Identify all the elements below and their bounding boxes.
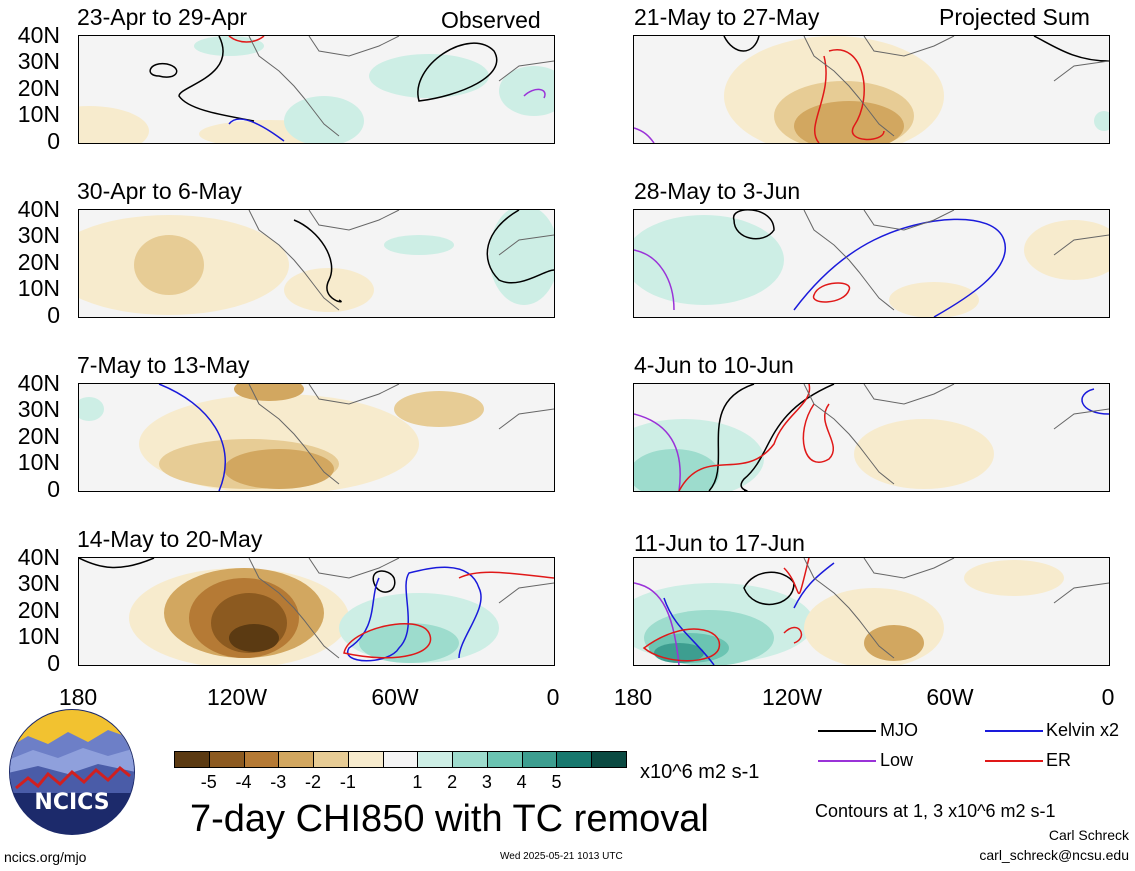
colorbar-swatch bbox=[556, 751, 593, 768]
ncics-logo: NCICS bbox=[8, 708, 136, 836]
legend-line-er bbox=[985, 760, 1043, 762]
map-field bbox=[634, 558, 1109, 665]
panel-label-observed: Observed bbox=[441, 7, 541, 33]
x-tick: 0 bbox=[1101, 684, 1115, 710]
y-tick: 20N bbox=[17, 249, 60, 275]
map-panel-5 bbox=[633, 35, 1110, 144]
map-panel-7 bbox=[633, 383, 1110, 492]
y-tick: 30N bbox=[17, 396, 60, 422]
map-field bbox=[79, 210, 554, 315]
panel-title: 21-May to 27-May bbox=[634, 4, 820, 30]
panel-title: 23-Apr to 29-Apr bbox=[77, 4, 248, 30]
colorbar-label: 5 bbox=[551, 772, 562, 792]
author: Carl Schreck bbox=[1048, 827, 1129, 843]
y-tick: 40N bbox=[17, 370, 60, 396]
y-tick: 0 bbox=[47, 302, 60, 328]
map-field bbox=[79, 36, 554, 143]
y-tick: 30N bbox=[17, 48, 60, 74]
legend-line-low bbox=[818, 760, 876, 762]
colorbar-swatch bbox=[452, 751, 488, 768]
x-tick: 60W bbox=[371, 684, 419, 710]
y-tick: 10N bbox=[17, 623, 60, 649]
y-tick: 20N bbox=[17, 423, 60, 449]
legend-label: MJO bbox=[880, 720, 918, 740]
y-tick: 30N bbox=[17, 222, 60, 248]
colorbar-units: x10^6 m2 s-1 bbox=[640, 761, 760, 783]
colorbar-swatch bbox=[591, 751, 627, 768]
legend-line-mjo bbox=[818, 730, 876, 732]
x-tick: 180 bbox=[613, 684, 653, 710]
x-tick: 120W bbox=[206, 684, 268, 710]
legend-label: ER bbox=[1046, 750, 1072, 770]
colorbar-label: -4 bbox=[235, 772, 252, 792]
colorbar-label: 4 bbox=[516, 772, 527, 792]
colorbar-label: -2 bbox=[305, 772, 322, 792]
colorbar-label: -5 bbox=[200, 772, 217, 792]
email: carl_schreck@ncsu.edu bbox=[979, 847, 1129, 863]
timestamp: Wed 2025-05-21 1013 UTC bbox=[500, 851, 623, 862]
colorbar-label: -1 bbox=[339, 772, 356, 792]
panel-title: 11-Jun to 17-Jun bbox=[634, 530, 805, 556]
map-panel-8 bbox=[633, 557, 1110, 666]
colorbar-swatch bbox=[174, 751, 210, 768]
colorbar-label: -3 bbox=[270, 772, 287, 792]
x-tick: 120W bbox=[761, 684, 823, 710]
site-url[interactable]: ncics.org/mjo bbox=[4, 849, 87, 865]
map-field bbox=[634, 36, 1109, 143]
map-field bbox=[79, 558, 554, 665]
colorbar-swatch bbox=[313, 751, 349, 768]
colorbar-labels: -5 -4 -3 -2 -1 1 2 3 4 5 bbox=[174, 773, 626, 793]
panel-title: 14-May to 20-May bbox=[77, 526, 263, 552]
colorbar-swatch bbox=[521, 751, 558, 768]
map-panel-2 bbox=[78, 209, 555, 318]
panel-title: 7-May to 13-May bbox=[77, 352, 250, 378]
x-tick: 60W bbox=[926, 684, 974, 710]
y-tick: 10N bbox=[17, 101, 60, 127]
contour-note: Contours at 1, 3 x10^6 m2 s-1 bbox=[815, 801, 1056, 821]
ncics-logo-icon bbox=[9, 709, 135, 835]
map-field bbox=[79, 384, 554, 491]
colorbar-label: 2 bbox=[447, 772, 458, 792]
colorbar-label: 3 bbox=[481, 772, 492, 792]
y-tick: 10N bbox=[17, 449, 60, 475]
panel-label-projected: Projected Sum bbox=[939, 4, 1090, 30]
y-tick: 0 bbox=[47, 650, 60, 676]
y-tick: 20N bbox=[17, 75, 60, 101]
colorbar-swatch bbox=[382, 751, 419, 768]
y-tick: 40N bbox=[17, 22, 60, 48]
map-panel-4 bbox=[78, 557, 555, 666]
colorbar-swatch bbox=[347, 751, 384, 768]
y-tick: 0 bbox=[47, 128, 60, 154]
colorbar-swatch bbox=[208, 751, 245, 768]
colorbar-label: 1 bbox=[412, 772, 423, 792]
legend-line-kelvin bbox=[985, 730, 1043, 732]
y-tick: 0 bbox=[47, 476, 60, 502]
colorbar bbox=[174, 751, 627, 770]
panel-title: 30-Apr to 6-May bbox=[77, 178, 242, 204]
map-field bbox=[634, 210, 1109, 317]
logo-text: NCICS bbox=[34, 790, 110, 815]
legend-label: Low bbox=[880, 750, 914, 770]
map-panel-6 bbox=[633, 209, 1110, 318]
y-tick: 20N bbox=[17, 597, 60, 623]
x-tick: 180 bbox=[58, 684, 98, 710]
colorbar-swatch bbox=[243, 751, 280, 768]
panel-title: 28-May to 3-Jun bbox=[634, 178, 801, 204]
map-field bbox=[634, 384, 1109, 491]
colorbar-swatch bbox=[417, 751, 454, 768]
y-tick: 10N bbox=[17, 275, 60, 301]
y-tick: 40N bbox=[17, 196, 60, 222]
x-tick: 0 bbox=[546, 684, 560, 710]
map-panel-3 bbox=[78, 383, 555, 492]
map-panel-1 bbox=[78, 35, 555, 144]
legend-label: Kelvin x2 bbox=[1046, 720, 1120, 740]
colorbar-swatch bbox=[278, 751, 315, 768]
colorbar-swatch bbox=[486, 751, 523, 768]
y-tick: 40N bbox=[17, 544, 60, 570]
main-title: 7-day CHI850 with TC removal bbox=[190, 798, 709, 840]
panel-title: 4-Jun to 10-Jun bbox=[634, 352, 794, 378]
y-tick: 30N bbox=[17, 570, 60, 596]
